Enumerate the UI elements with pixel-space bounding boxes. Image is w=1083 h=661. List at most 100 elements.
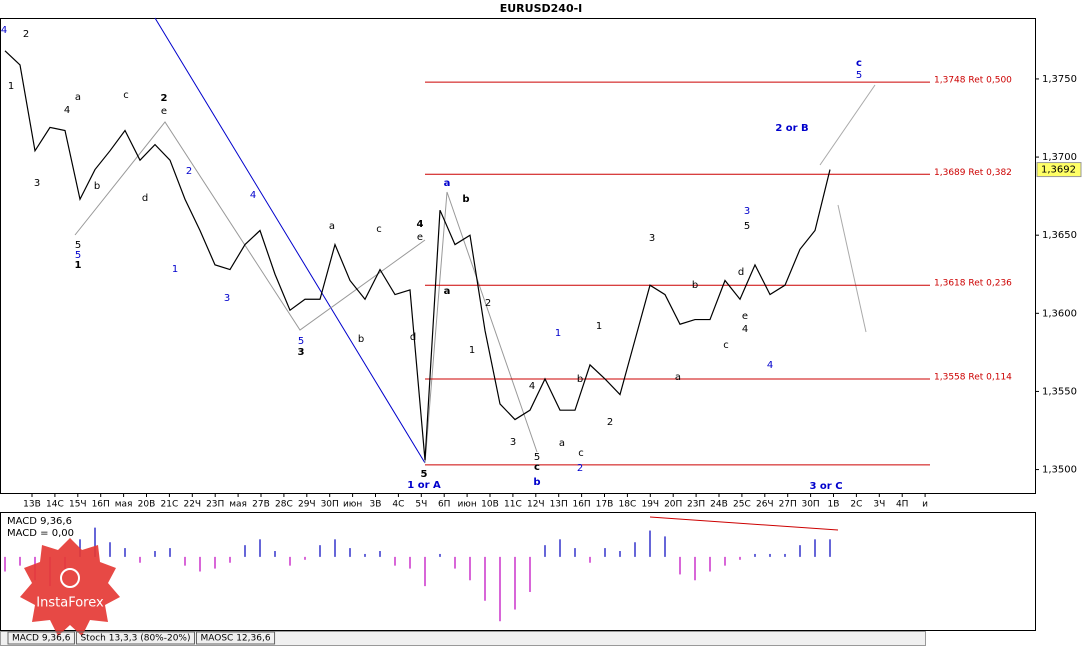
wave-label: 1 — [596, 321, 602, 332]
macd-bar — [139, 556, 141, 563]
projection-line — [819, 84, 876, 166]
wave-label: 3 — [224, 293, 230, 304]
x-tick-label: 11С — [504, 500, 522, 510]
wave-label: 2 — [23, 29, 29, 40]
x-tick-label: 25С — [733, 500, 751, 510]
wave-label: 4 — [64, 105, 70, 116]
x-tick-label: 17В — [596, 500, 614, 510]
wave-label: b — [462, 194, 469, 205]
x-tick-label: 15Ч — [69, 500, 87, 510]
macd-bar — [379, 551, 381, 557]
x-tick-label: 28С — [275, 500, 293, 510]
macd-bar — [559, 539, 561, 557]
wave-label: c — [578, 448, 584, 459]
x-tick-label: 27П — [779, 500, 797, 510]
wave-label: 4 — [417, 219, 424, 230]
wave-label: a — [75, 92, 81, 103]
wave-label: 5 — [421, 469, 428, 480]
y-tick-label: 1,3700 — [1042, 152, 1077, 163]
macd-bar — [364, 553, 366, 557]
x-tick-label: 13П — [550, 500, 568, 510]
x-tick-label: 27В — [252, 500, 270, 510]
x-tick-label: 12Ч — [527, 500, 545, 510]
macd-bar — [784, 553, 786, 557]
x-tick-label: 18С — [619, 500, 637, 510]
macd-bar — [694, 556, 696, 581]
retracement-label: 1,3558 Ret 0,114 — [934, 372, 1012, 382]
tab-border — [7, 631, 75, 645]
macd-bar — [544, 545, 546, 557]
x-tick-label: 13В — [23, 500, 41, 510]
retracement-label: 1,3618 Ret 0,236 — [934, 279, 1012, 289]
wave-label: 2 — [485, 298, 491, 309]
wave-label: 1 or A — [407, 480, 441, 491]
x-tick-label: 4П — [896, 500, 909, 510]
y-tick-label: 1,3750 — [1042, 74, 1077, 85]
x-tick-label: 6П — [438, 500, 451, 510]
wave-label: 4 — [767, 360, 773, 371]
x-tick-label: мая — [115, 500, 133, 510]
x-tick-label: и — [922, 500, 928, 510]
macd-bar — [94, 527, 96, 557]
wave-label: 1 — [75, 260, 82, 271]
x-tick-label: 2С — [850, 500, 862, 510]
wave-label: d — [142, 193, 148, 204]
x-tick-label: июн — [343, 500, 362, 510]
wave-label: c — [856, 58, 862, 69]
macd-bar — [829, 539, 831, 557]
macd-bar — [769, 553, 771, 557]
x-tick-label: 22Ч — [183, 500, 201, 510]
signal-line — [649, 516, 839, 531]
indicator-tab[interactable]: Stoch 13,3,3 (80%-20%) — [80, 634, 190, 644]
x-tick-label: 30П — [801, 500, 819, 510]
wave-label: 4 — [742, 324, 748, 335]
macd-bar — [214, 556, 216, 569]
wave-label: b — [533, 477, 540, 488]
macd-bar — [529, 556, 531, 592]
macd-bar — [319, 545, 321, 557]
macd-readout: MACD = 0,00 — [7, 528, 74, 539]
wave-label: a — [444, 178, 451, 189]
wave-label: c — [123, 90, 129, 101]
wave-label: 2 — [161, 93, 168, 104]
macd-bar — [439, 553, 441, 557]
macd-bar — [349, 548, 351, 557]
wave-label: d — [410, 332, 416, 343]
wave-label: 3 — [744, 206, 750, 217]
current-price-label: 1,3692 — [1041, 165, 1076, 176]
macd-bar — [649, 530, 651, 557]
macd-bar — [19, 556, 21, 566]
wave-label: 4 — [529, 381, 535, 392]
wave-label: 4 — [1, 25, 7, 36]
indicator-tab[interactable]: MAOSC 12,36,6 — [201, 634, 271, 644]
macd-bar — [574, 548, 576, 557]
wave-label: c — [534, 462, 540, 473]
macd-bar — [154, 551, 156, 557]
macd-bar — [619, 551, 621, 557]
wave-label: 1 — [172, 264, 178, 275]
projection-line — [837, 204, 867, 333]
wave-label: 2 — [577, 463, 583, 474]
macd-bar — [469, 556, 471, 581]
wave-label: 3 or C — [809, 481, 842, 492]
macd-panel — [0, 512, 1036, 631]
wave-label: 5 — [856, 70, 862, 81]
wave-label: b — [358, 334, 364, 345]
x-tick-label: 30П — [321, 500, 339, 510]
logo: InstaForex — [20, 538, 120, 636]
indicator-tab[interactable]: MACD 9,36,6 — [12, 634, 71, 644]
wave-label: a — [559, 438, 565, 449]
macd-bar — [274, 551, 276, 557]
y-tick-label: 1,3650 — [1042, 230, 1077, 241]
x-tick-label: 3Ч — [873, 500, 885, 510]
x-tick-label: 23П — [206, 500, 224, 510]
x-tick-label: 4С — [392, 500, 404, 510]
macd-bar — [799, 545, 801, 557]
macd-bar — [394, 556, 396, 566]
wave-label: 4 — [250, 190, 256, 201]
wave-label: 2 — [607, 417, 613, 428]
macd-title: MACD 9,36,6 — [7, 516, 72, 527]
x-tick-label: 26Ч — [756, 500, 774, 510]
x-tick-label: 21С — [161, 500, 179, 510]
wave-label: 2 or B — [775, 123, 808, 134]
